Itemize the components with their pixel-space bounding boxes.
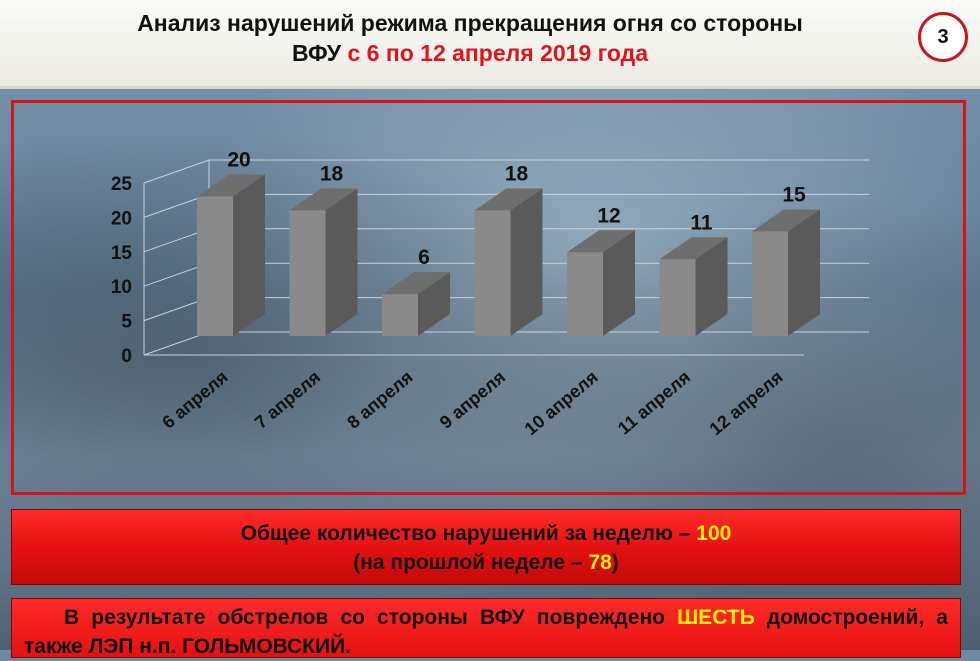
bar-top [474,188,543,211]
x-tick-label: 8 апреля [343,367,416,433]
title-line-2-red: с 6 по 12 апреля 2019 года [347,40,649,66]
damage-prefix: В результате обстрелов со стороны ВФУ по… [64,606,665,629]
total-value: 100 [696,522,732,545]
x-tick-label: 7 апреля [251,367,324,433]
bar-front [567,252,603,336]
header: Анализ нарушений режима прекращения огня… [0,0,980,89]
y-tick-label: 10 [111,277,132,298]
previous-suffix: ) [611,551,619,574]
bar-side [325,188,358,336]
y-tick-label: 5 [121,312,132,333]
bar [197,174,265,336]
bar [752,209,820,336]
data-label: 6 [418,246,430,269]
x-tick-label: 12 апреля [706,367,787,439]
y-tick-label: 20 [111,208,132,229]
data-label: 12 [597,204,620,227]
bar-side [603,230,635,336]
bar-front [289,210,326,336]
bar-front [752,231,788,336]
bar-side [418,272,450,336]
bar-front [659,259,696,336]
title-line-1: Анализ нарушений режима прекращения огня… [137,10,803,36]
bar-top [659,237,728,260]
data-label: 11 [690,211,713,234]
weekly-total-panel: Общее количество нарушений за неделю – 1… [11,509,961,585]
bar-side [510,188,543,336]
bar-top [382,272,450,295]
y-tick-label: 15 [111,243,133,264]
data-label: 15 [782,183,806,206]
bar-top [752,209,820,232]
bar [382,272,450,336]
x-tick-label: 6 апреля [158,367,231,433]
bar-front [474,210,511,336]
bar [474,188,543,336]
bar-top [197,174,265,197]
bar-side [788,209,820,336]
damage-highlight: ШЕСТЬ [677,606,755,629]
y-tick-label: 0 [121,346,132,367]
page-title: Анализ нарушений режима прекращения огня… [30,8,910,68]
data-label: 20 [227,148,250,171]
chart-frame: 0 5 10 15 20 25 20 6 апреля 18 7 апреля 6 8 апреля 1… [11,100,966,495]
total-prefix: Общее количество нарушений за неделю – [240,522,691,545]
previous-value: 78 [588,551,612,574]
violations-bar-chart: 0 5 10 15 20 25 20 6 апреля 18 7 апреля 6 8 апреля 1… [111,148,869,439]
bar-front [382,294,418,336]
damage-panel: В результате обстрелов со стороны ВФУ по… [11,598,961,658]
x-tick-label: 10 апреля [521,367,602,439]
bar [659,237,728,336]
title-line-2-black: ВФУ [291,40,342,66]
bar [289,188,358,336]
bar-front [197,196,233,336]
data-label: 18 [320,162,344,185]
previous-prefix: (на прошлой неделе – [353,551,583,574]
x-tick-label: 9 апреля [436,367,509,433]
bar-top [289,188,358,211]
bar-side [233,174,265,336]
bar [567,230,635,336]
y-tick-label: 25 [111,174,133,195]
bar-top [567,230,635,253]
data-label: 18 [505,162,529,185]
bar-side [695,237,728,336]
grid-diagonal [143,159,210,184]
x-tick-label: 11 апреля [614,367,694,439]
page-number-badge: 3 [918,12,968,62]
